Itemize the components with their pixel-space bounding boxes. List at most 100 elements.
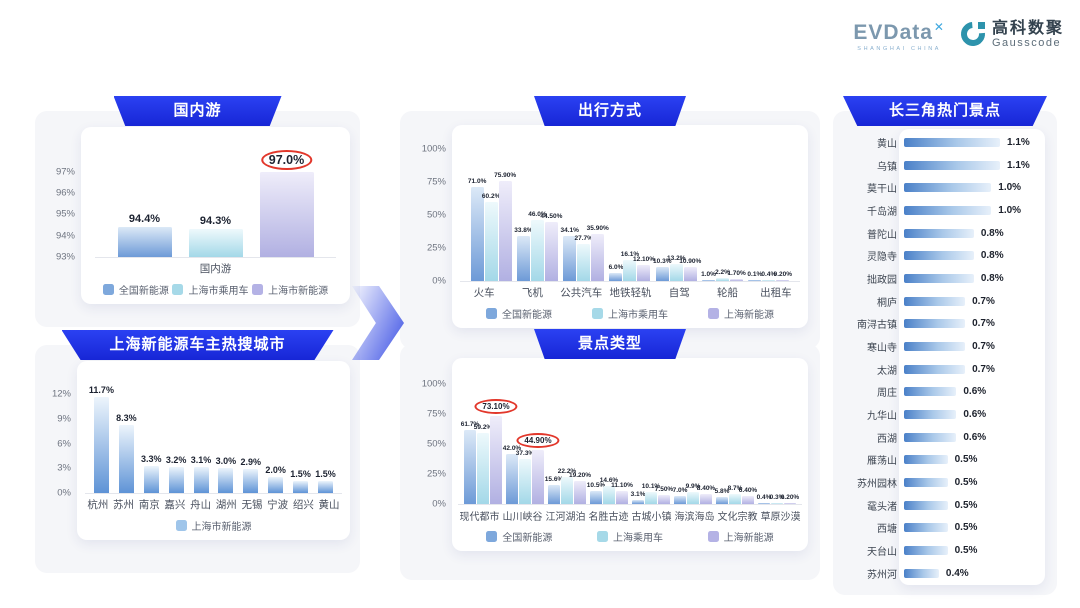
- value-label: 0.6%: [963, 409, 987, 421]
- bar-value-label: 1.5%: [315, 468, 336, 479]
- bar-group: 11.7%: [89, 381, 114, 493]
- plot-area: 94.4% 94.3% 97.0%: [95, 149, 336, 258]
- bar: 3.3%: [141, 454, 161, 493]
- bar-group: 0.4% 0.3% 0.20%: [756, 384, 799, 504]
- place-label: 苏州河: [867, 569, 897, 581]
- bar-value-label: 27.7%: [574, 235, 593, 243]
- bar-value-label: 8.40%: [696, 484, 716, 492]
- bar: [904, 455, 948, 465]
- axis-tick-label: 25%: [426, 242, 446, 254]
- blue-swatch: [486, 531, 498, 542]
- bar-value-label: 2.9%: [240, 457, 262, 468]
- cyan-swatch: [592, 308, 603, 319]
- bar-value-label: 0.4%: [756, 494, 772, 501]
- bar: 61.7%: [461, 421, 479, 504]
- bar-value-label: 2.2%: [715, 269, 730, 277]
- place-label: 西塘: [877, 524, 897, 536]
- place-label: 千岛湖: [867, 207, 897, 219]
- bar-value-label: 61.7%: [460, 420, 480, 428]
- axis-tick-label: 96%: [55, 187, 75, 199]
- bar: 2.9%: [241, 457, 261, 493]
- place-label: 太湖: [877, 365, 897, 377]
- bar-value-label: 10.5%: [586, 482, 606, 490]
- bar: 37.3%: [516, 450, 534, 504]
- value-label: 0.5%: [954, 545, 978, 557]
- bar: 94.3%: [188, 215, 243, 257]
- bar: [904, 432, 957, 442]
- place-label: 九华山: [867, 411, 897, 423]
- bar: 42.0%: [503, 445, 521, 504]
- bar-group: 8.3%: [116, 381, 137, 493]
- bar-value-label: 15.6%: [544, 476, 564, 484]
- bar: 10.90%: [679, 258, 701, 281]
- axis-tick-label: 9%: [57, 413, 71, 425]
- bar-value-label: 71.0%: [467, 178, 487, 186]
- place-label: 南浔古镇: [857, 320, 897, 332]
- bar: 35.90%: [587, 225, 609, 281]
- value-label: 0.8%: [980, 227, 1004, 239]
- bar-group: 3.2%: [166, 381, 186, 493]
- legend-item: 上海市乘用车: [592, 306, 668, 321]
- axis-tick-label: 0%: [57, 487, 71, 499]
- cyan-swatch: [596, 531, 608, 542]
- list-item: 拙政园 0.8%: [841, 271, 1049, 286]
- bar-group: 10.5% 14.6% 11.10%: [586, 384, 633, 504]
- bar: 1.70%: [727, 270, 746, 281]
- bar-group: 33.8% 46.0% 44.50%: [514, 149, 562, 281]
- bar-group: 1.5%: [315, 381, 336, 493]
- bar: 2.2%: [715, 269, 730, 281]
- gausscode-logo: 高科数聚 Gausscode: [956, 17, 1064, 51]
- legend-label: 上海乘用车: [612, 533, 663, 544]
- category-label: 杭州: [87, 499, 109, 511]
- place-label: 苏州园林: [857, 479, 897, 491]
- category-label: 山川峡谷: [502, 512, 543, 523]
- bar-value-label: 0.1%: [747, 271, 763, 278]
- list-item: 苏州河 0.4%: [841, 566, 1049, 581]
- legend-label: 上海市乘用车: [608, 310, 668, 321]
- bar-value-label: 3.1%: [630, 491, 646, 499]
- legend-item: 全国新能源: [486, 306, 552, 321]
- bar: [904, 138, 1000, 147]
- bar: [904, 364, 966, 374]
- axis-tick-label: 0%: [432, 275, 446, 287]
- bar: [904, 523, 948, 533]
- place-label: 黄山: [877, 139, 897, 150]
- category-axis: 火车 飞机 公共汽车 地铁轻轨 自驾 轮船 出租车: [460, 282, 800, 300]
- bar-value-label: 0.3%: [769, 494, 785, 501]
- chart-domestic-travel: 93% 94% 95% 96% 97% 94.4% 94.3% 97.0% 国内游 全国新能源 上海…: [45, 127, 350, 304]
- list-item: 天台山 0.5%: [841, 543, 1049, 558]
- bar-group: 5.8% 8.7% 6.40%: [714, 384, 757, 504]
- gausscode-text: 高科数聚 Gausscode: [992, 20, 1064, 49]
- bar-group: 34.1% 27.7% 35.90%: [560, 149, 609, 281]
- bar: 1.0%: [701, 271, 716, 281]
- bar: 11.10%: [611, 482, 633, 504]
- bar-value-label: 7.0%: [672, 486, 688, 494]
- list-item: 西湖 0.6%: [841, 430, 1049, 445]
- category-label: 现代都市: [459, 512, 500, 523]
- plot-area: 61.7% 59.2% 73.10% 42.0% 37.3% 44.90% 15.6% 22.…: [458, 384, 802, 505]
- chart-travel-modes: 0% 25% 50% 75% 100% 71.0% 60.2% 75.90% 33.8% 46.0…: [412, 125, 808, 328]
- category-label: 苏州: [113, 499, 135, 511]
- bar-value-label: 5.8%: [714, 488, 730, 496]
- bar: 7.50%: [655, 486, 673, 504]
- plot-area: 71.0% 60.2% 75.90% 33.8% 46.0% 44.50% 34.1% 27.…: [460, 149, 800, 282]
- bar-value-label: 3.0%: [215, 456, 237, 467]
- evdata-logo: EVData✕ SHANGHAI CHINA: [853, 16, 945, 52]
- legend-item: 上海新能源: [707, 529, 774, 544]
- section-title-banner: 国内游: [113, 96, 282, 126]
- bar: 2.0%: [265, 465, 286, 493]
- place-label: 灵隐寺: [867, 252, 897, 264]
- bar-value-label: 14.6%: [599, 477, 619, 485]
- header-logos: EVData✕ SHANGHAI CHINA 高科数聚 Gausscode: [853, 16, 1064, 52]
- bar: [904, 319, 966, 329]
- bar-value-label: 8.7%: [727, 484, 743, 492]
- value-label: 0.7%: [972, 363, 995, 375]
- bar: 8.3%: [116, 413, 137, 493]
- axis-tick-label: 3%: [57, 462, 71, 474]
- bar: 8.40%: [697, 485, 715, 504]
- bar: 73.10%: [474, 399, 518, 504]
- y-axis: 0% 3% 6% 9% 12%: [45, 381, 77, 499]
- purple-swatch: [707, 531, 719, 542]
- axis-tick-label: 0%: [432, 498, 446, 510]
